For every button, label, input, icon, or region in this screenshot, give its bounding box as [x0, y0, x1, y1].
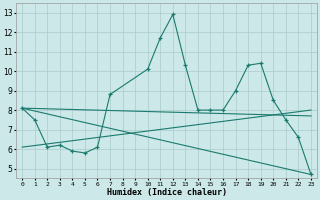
X-axis label: Humidex (Indice chaleur): Humidex (Indice chaleur) [107, 188, 227, 197]
